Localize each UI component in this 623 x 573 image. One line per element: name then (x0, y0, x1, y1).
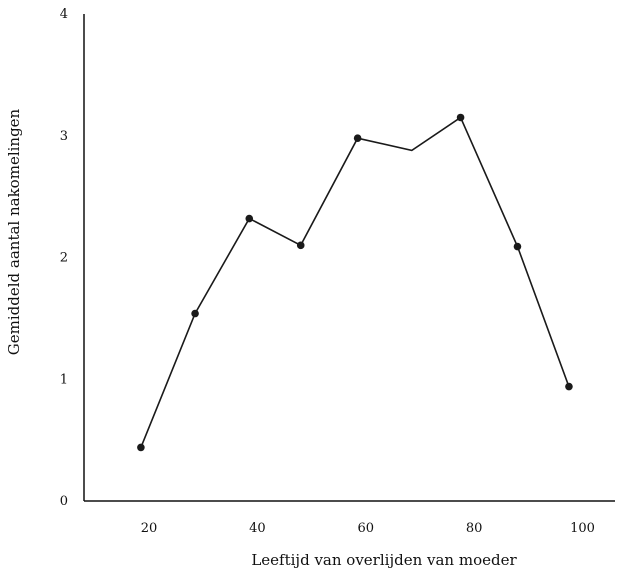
x-tick-label: 100 (570, 521, 595, 536)
y-axis-title: Gemiddeld aantal nakomelingen (5, 108, 23, 355)
series-markers (137, 113, 573, 452)
x-tick-label: 20 (141, 521, 158, 536)
data-point (191, 309, 199, 318)
data-point (513, 242, 522, 251)
x-tick-labels: 20 40 60 80 100 (141, 521, 595, 536)
x-tick-label: 40 (249, 521, 266, 536)
x-axis-title: Leeftijd van overlijden van moeder (251, 551, 517, 569)
data-point (353, 134, 362, 142)
y-tick-label: 2 (60, 251, 68, 266)
data-point (565, 382, 573, 391)
y-tick-label: 4 (60, 7, 68, 22)
x-tick-label: 60 (357, 521, 374, 536)
data-point (137, 443, 145, 452)
data-point (296, 241, 305, 250)
y-tick-label: 1 (60, 372, 68, 387)
data-point (456, 113, 465, 122)
y-tick-label: 0 (60, 494, 68, 509)
data-point (245, 214, 254, 223)
y-tick-labels: 0 1 2 3 4 (60, 7, 68, 509)
y-tick-label: 3 (60, 129, 68, 144)
x-tick-label: 80 (466, 521, 483, 536)
series-line (140, 116, 570, 448)
